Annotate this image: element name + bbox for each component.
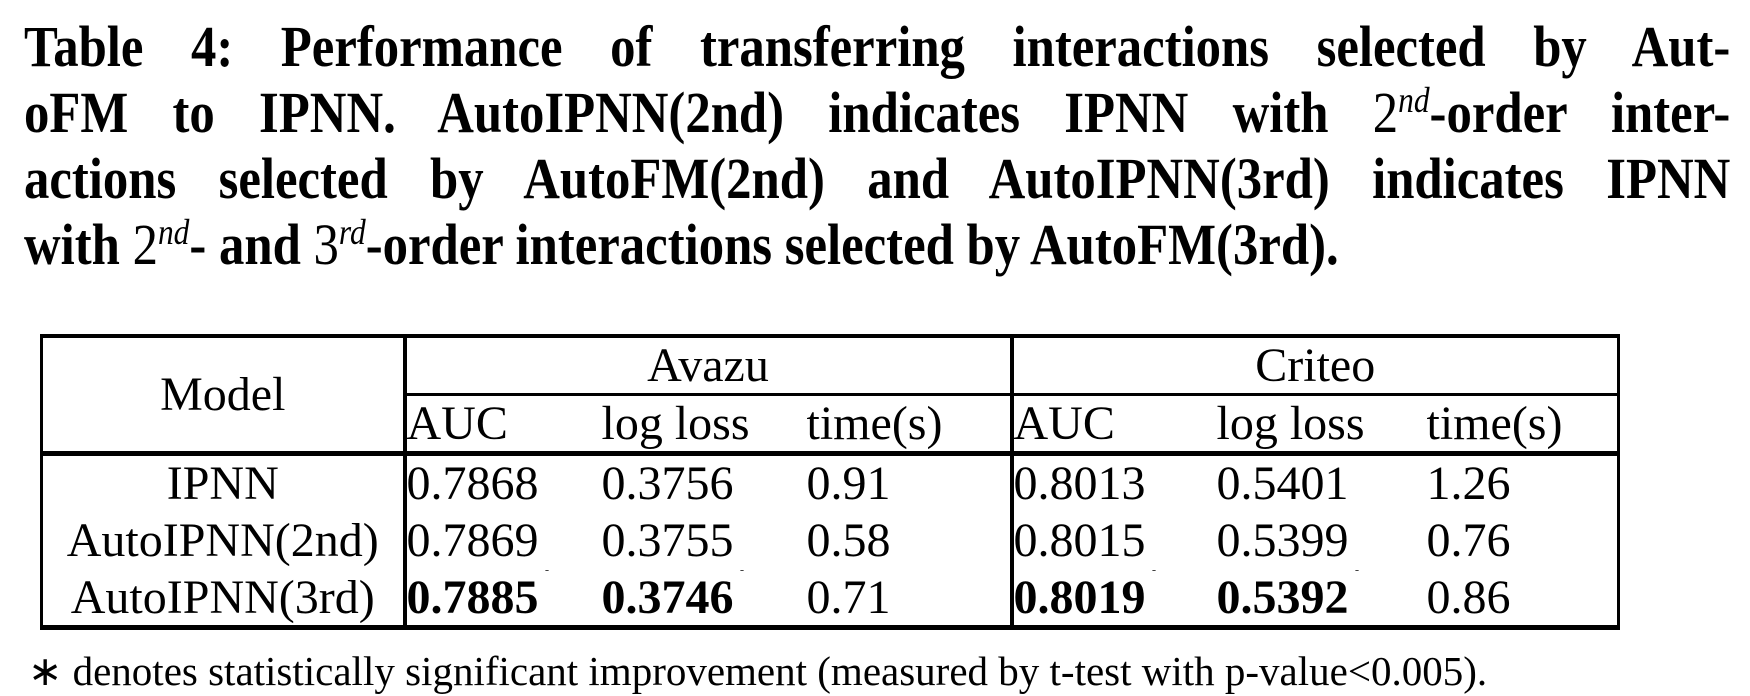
cell-criteo-time: 0.76 bbox=[1427, 512, 1619, 570]
caption-text: with bbox=[24, 212, 133, 277]
cell-value: 0.8013 bbox=[1013, 457, 1146, 511]
caption-line-4: with 2nd- and 3rd-order interactions sel… bbox=[24, 212, 1730, 278]
cell-value: 0.5392 bbox=[1216, 570, 1349, 624]
cell-criteo-logloss: 0.5401 bbox=[1217, 454, 1427, 512]
caption-superscript: rd bbox=[338, 212, 366, 253]
cell-avazu-auc: 0.7868 bbox=[402, 453, 602, 512]
cell-value: 0.3746 bbox=[601, 570, 734, 624]
caption-text: -order inter- bbox=[1429, 80, 1731, 145]
cell-value: 0.3756 bbox=[601, 457, 734, 511]
subheader-criteo-logloss: log loss bbox=[1216, 394, 1427, 456]
header-group-avazu: Avazu bbox=[402, 336, 1012, 396]
cell-avazu-logloss: 0.3756 bbox=[602, 454, 807, 512]
cell-avazu-time: 0.91 bbox=[807, 454, 1012, 512]
caption-line-1: Table 4: Performance of transferring int… bbox=[24, 14, 1730, 80]
caption-line-2: oFM to IPNN. AutoIPNN(2nd) indicates IPN… bbox=[24, 80, 1730, 146]
subheader-criteo-time: time(s) bbox=[1426, 394, 1619, 456]
cell-avazu-time: 0.71 bbox=[807, 570, 1012, 628]
footnote: ∗ denotes statistically significant impr… bbox=[28, 648, 1487, 694]
cell-value: 0.76 bbox=[1426, 514, 1511, 567]
caption-text: -order interactions selected by AutoFM(3… bbox=[365, 212, 1339, 277]
cell-avazu-auc: 0.7869 bbox=[402, 511, 602, 570]
cell-value: 0.8019 bbox=[1013, 570, 1146, 624]
subheader-avazu-logloss: log loss bbox=[601, 394, 807, 456]
cell-avazu-logloss: 0.3755 bbox=[602, 512, 807, 570]
cell-value: 0.5401 bbox=[1216, 457, 1349, 511]
cell-value: 0.86 bbox=[1426, 570, 1511, 624]
table-row-autoipnn-2nd: AutoIPNN(2nd) 0.7869 0.3755 0.58 0.8015 … bbox=[42, 511, 1619, 570]
cell-avazu-time: 0.58 bbox=[807, 512, 1012, 570]
caption-superscript: nd bbox=[157, 212, 190, 253]
cell-value: 0.71 bbox=[806, 570, 891, 624]
table-row-ipnn: IPNN 0.7868 0.3756 0.91 0.8013 0.5401 1.… bbox=[42, 453, 1619, 512]
caption-text: actions selected by AutoFM(2nd) and Auto… bbox=[24, 146, 1731, 211]
table-caption: Table 4: Performance of transferring int… bbox=[24, 14, 1730, 278]
caption-math: 3 bbox=[313, 212, 339, 277]
footnote-star-symbol: ∗ bbox=[28, 648, 63, 694]
caption-text: Table 4: Performance of transferring int… bbox=[24, 14, 1731, 79]
subheader-avazu-time: time(s) bbox=[806, 394, 1012, 456]
caption-math: 2 bbox=[1372, 80, 1399, 145]
cell-avazu-auc: 0.7885* bbox=[402, 569, 602, 628]
cell-avazu-logloss: 0.3746* bbox=[602, 570, 807, 628]
caption-text: oFM to IPNN. AutoIPNN(2nd) indicates IPN… bbox=[24, 80, 1373, 145]
cell-criteo-auc: 0.8019* bbox=[1009, 569, 1217, 628]
cell-criteo-time: 1.26 bbox=[1427, 454, 1619, 512]
cell-criteo-auc: 0.8013 bbox=[1009, 453, 1217, 512]
cell-value: 0.7868 bbox=[406, 457, 539, 511]
caption-math: 2 bbox=[132, 212, 158, 277]
footnote-text: denotes statistically significant improv… bbox=[62, 648, 1488, 694]
cell-criteo-auc: 0.8015 bbox=[1009, 511, 1217, 570]
significance-star: * bbox=[734, 569, 750, 587]
significance-star: * bbox=[539, 569, 555, 587]
header-group-criteo: Criteo bbox=[1009, 336, 1619, 396]
table-row-autoipnn-3rd: AutoIPNN(3rd) 0.7885* 0.3746* 0.71 0.801… bbox=[42, 569, 1619, 628]
results-table: Model Avazu Criteo AUC log loss time(s) … bbox=[40, 334, 1620, 630]
cell-criteo-logloss: 0.5392* bbox=[1217, 570, 1427, 628]
subheader-avazu-auc: AUC bbox=[402, 394, 602, 456]
cell-value: 0.7885 bbox=[406, 570, 539, 624]
header-model: Model bbox=[41, 336, 405, 456]
significance-star: * bbox=[1146, 569, 1162, 587]
significance-star: * bbox=[1349, 569, 1365, 587]
caption-text: - and bbox=[189, 212, 314, 277]
cell-model: AutoIPNN(2nd) bbox=[66, 514, 379, 567]
cell-model: IPNN bbox=[166, 457, 279, 511]
subheader-criteo-auc: AUC bbox=[1009, 394, 1217, 456]
cell-value: 1.26 bbox=[1426, 457, 1511, 511]
cell-criteo-logloss: 0.5399 bbox=[1217, 512, 1427, 570]
cell-value: 0.58 bbox=[806, 514, 891, 567]
caption-line-3: actions selected by AutoFM(2nd) and Auto… bbox=[24, 146, 1730, 212]
cell-model: AutoIPNN(3rd) bbox=[70, 570, 375, 624]
group-header-row: Model Avazu Criteo bbox=[41, 336, 1619, 456]
cell-criteo-time: 0.86 bbox=[1427, 570, 1619, 628]
cell-value: 0.7869 bbox=[406, 514, 539, 567]
cell-value: 0.8015 bbox=[1013, 514, 1146, 567]
cell-value: 0.5399 bbox=[1216, 514, 1349, 567]
cell-value: 0.3755 bbox=[601, 514, 734, 567]
cell-value: 0.91 bbox=[806, 457, 891, 511]
caption-superscript: nd bbox=[1398, 80, 1430, 121]
sub-header-row: AUC log loss time(s) AUC log loss time(s… bbox=[42, 394, 1619, 456]
